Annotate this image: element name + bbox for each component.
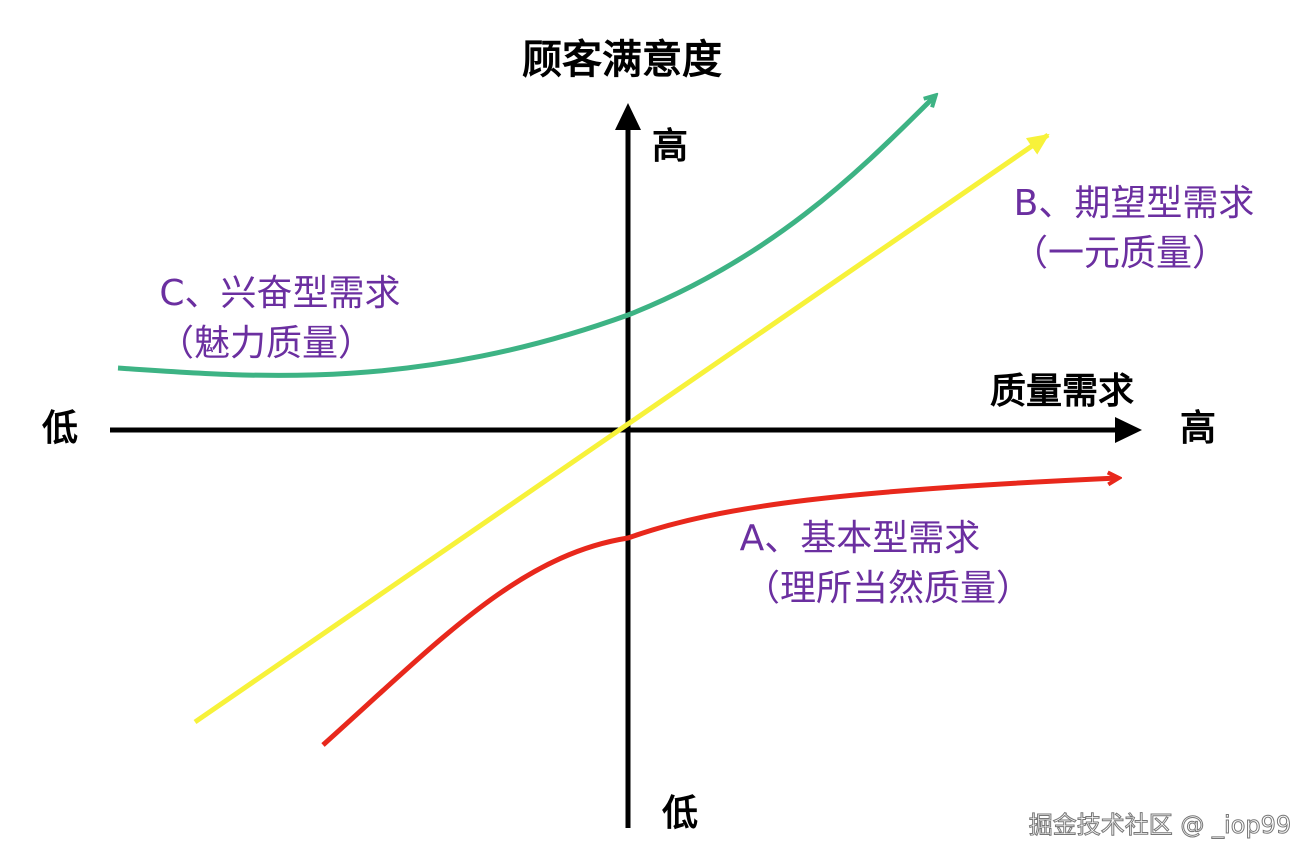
curve-subtitle: （理所当然质量） [744,568,1032,609]
x-low: 低 [42,408,78,449]
y-high: 高 [652,126,688,167]
curve-b [193,132,1050,725]
y-axis-title: 顾客满意度 [522,37,722,83]
curve-subtitle: （魅力质量） [158,323,374,364]
curve-label: A、基本型需求 [740,518,981,559]
curve-subtitle: （一元质量） [1012,233,1228,274]
watermark: 掘金技术社区 @ _iop99 [1029,811,1291,839]
x-axis-title: 质量需求 [990,371,1134,412]
curve-c [117,96,935,378]
curve-a [321,478,1118,747]
x-high: 高 [1180,408,1216,449]
curve-label: C、兴奋型需求 [159,273,400,314]
curve-label: B、期望型需求 [1014,183,1255,224]
y-low: 低 [662,793,698,834]
x-arrow [1115,417,1142,443]
y-arrow [615,103,641,130]
